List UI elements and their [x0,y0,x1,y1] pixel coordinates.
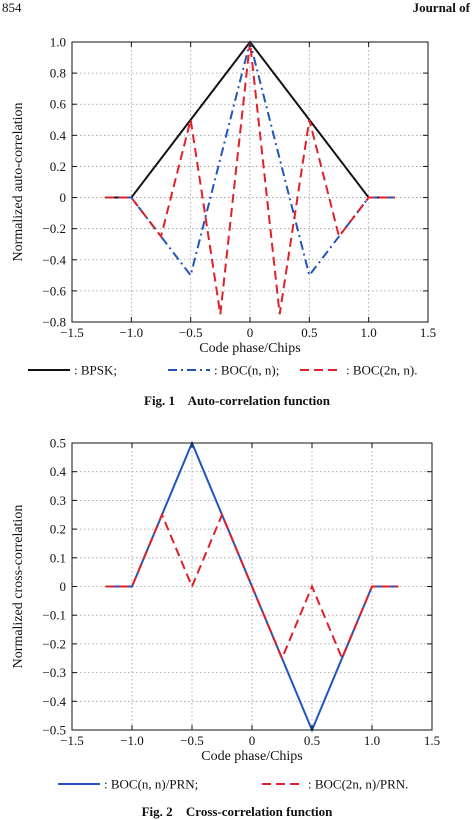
fig1-y-tick-label: 0.2 [50,159,66,174]
fig2-y-tick-label: 0.4 [50,464,67,479]
fig2-x-tick-label: −1.5 [60,733,84,748]
fig1-legend-label-2: : BOC(n, n); [214,363,279,378]
page-header: 854 Journal of [0,0,474,20]
fig1-y-tick-label: 0 [60,190,67,205]
fig2-y-tick-label: 0.1 [50,550,66,565]
fig2-y-tick-label: −0.1 [42,608,66,623]
fig2-y-tick-label: −0.5 [42,723,66,738]
fig1-y-tick-label: 0.8 [50,66,66,81]
fig2-x-axis-label: Code phase/Chips [201,749,303,764]
fig2-x-tick-label: −0.5 [180,733,204,748]
fig1-x-tick-label: 1.5 [420,325,436,340]
figure-1-caption: Fig. 1 Auto-correlation function [0,393,474,409]
fig1-y-tick-label: −0.6 [42,283,66,298]
fig1-x-tick-label: −1.5 [60,325,84,340]
fig2-y-tick-label: 0.5 [50,436,66,451]
figure-2-label: Fig. 2 [141,804,173,819]
fig1-x-axis-label: Code phase/Chips [199,341,301,356]
fig1-y-tick-label: 1.0 [50,35,66,50]
figure-1-title: Auto-correlation function [187,393,330,408]
fig2-y-tick-label: −0.3 [42,665,66,680]
fig2-y-tick-label: 0 [60,579,67,594]
fig1-y-tick-label: −0.4 [42,252,66,267]
fig1-x-tick-label: 1.0 [361,325,377,340]
fig2-x-tick-label: 0.5 [304,733,320,748]
fig1-y-tick-label: −0.8 [42,315,66,330]
fig1-x-tick-label: 0 [247,325,254,340]
fig1-y-axis-label: Normalized auto-correlation [11,103,26,262]
fig1-y-tick-label: 0.4 [50,128,67,143]
fig2-y-tick-label: 0.2 [50,522,66,537]
fig1-x-tick-label: −1.0 [120,325,144,340]
fig2-y-tick-label: 0.3 [50,493,66,508]
fig1-x-tick-label: −0.5 [179,325,203,340]
fig2-series-2-line [105,512,399,661]
fig1-x-tick-label: 0.5 [301,325,317,340]
fig1-y-tick-label: 0.6 [50,97,67,112]
fig1-legend-label-3: : BOC(2n, n). [346,363,418,378]
fig2-y-tick-label: −0.4 [42,694,66,709]
fig2-legend-label-1: : BOC(n, n)/PRN; [104,777,198,792]
fig2-legend-label-2: : BOC(2n, n)/PRN. [308,777,408,792]
fig1-y-tick-label: −0.2 [42,221,66,236]
journal-title: Journal of [412,0,470,15]
figure-2-title: Cross-correlation function [185,804,333,819]
page-number: 854 [2,0,22,15]
figure-2-caption: Fig. 2 Cross-correlation function [0,804,474,820]
fig1-legend-label-1: : BPSK; [74,363,117,378]
figure-1-label: Fig. 1 [144,393,176,408]
fig2-x-tick-label: 0 [249,733,256,748]
fig2-x-tick-label: −1.0 [120,733,144,748]
fig2-y-tick-label: −0.2 [42,636,66,651]
fig2-y-axis-label: Normalized cross-correlation [11,505,26,669]
fig2-x-tick-label: 1.0 [364,733,380,748]
fig2-x-tick-label: 1.5 [424,733,440,748]
auto-correlation-chart: −1.5 −1.0 −0.5 0 0.5 1.0 1.5 −0.8 −0.6 −0.4 −0.2 0 0… [11,35,436,378]
